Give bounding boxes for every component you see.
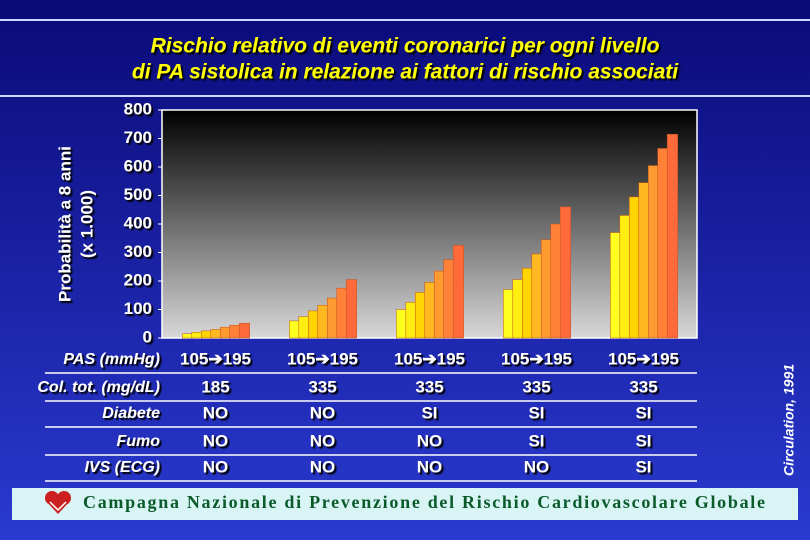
bar xyxy=(666,133,678,339)
y-tick-label: 100 xyxy=(124,299,152,318)
bar xyxy=(540,239,552,339)
cell: NO xyxy=(417,431,443,450)
bar xyxy=(550,223,562,339)
row-label: Fumo xyxy=(116,433,160,450)
cell: NO xyxy=(310,457,336,476)
y-ticks: 0 100 200 300 400 500 600 700 800 xyxy=(124,99,152,346)
bar xyxy=(298,316,310,339)
bar xyxy=(424,282,436,339)
bar xyxy=(219,326,231,339)
title: Rischio relativo di eventi coronarici pe… xyxy=(151,35,660,58)
y-tick-label: 500 xyxy=(124,185,152,204)
bar xyxy=(657,148,669,339)
cell: SI xyxy=(528,431,544,450)
bar xyxy=(317,304,329,339)
bar xyxy=(229,324,241,339)
bar xyxy=(647,165,659,339)
cell: 105➔195 xyxy=(180,349,251,368)
bar xyxy=(289,320,301,339)
footer-text: Campagna Nazionale di Prevenzione del Ri… xyxy=(83,492,765,512)
bar xyxy=(638,182,650,339)
y-tick-label: 700 xyxy=(124,128,152,147)
bar xyxy=(559,206,571,339)
cell: NO xyxy=(203,431,229,450)
cell: 105➔195 xyxy=(608,349,679,368)
bar xyxy=(191,332,203,339)
bar xyxy=(503,289,515,339)
row-label: Diabete xyxy=(102,405,160,422)
bar xyxy=(531,253,543,339)
bar xyxy=(210,329,222,339)
bar xyxy=(336,287,348,339)
y-tick-label: 400 xyxy=(124,213,152,232)
title: di PA sistolica in relazione ai fattori … xyxy=(132,61,679,84)
y-tick-label: 600 xyxy=(124,156,152,175)
cell: 185 xyxy=(201,377,229,396)
cell: NO xyxy=(310,403,336,422)
logo xyxy=(45,491,71,514)
bar xyxy=(452,245,464,339)
bar xyxy=(443,259,455,339)
cell: NO xyxy=(203,403,229,422)
bar xyxy=(619,215,631,339)
table: PAS (mmHg) 105➔195 105➔195 105➔195 105➔195 10… xyxy=(37,349,679,476)
cell: 105➔195 xyxy=(287,349,358,368)
bar xyxy=(396,309,408,339)
cell: 335 xyxy=(629,377,657,396)
y-tick-label: 800 xyxy=(124,99,152,118)
cell: SI xyxy=(635,403,651,422)
cell: SI xyxy=(635,457,651,476)
bar xyxy=(238,322,250,339)
cell: SI xyxy=(528,403,544,422)
bar xyxy=(345,279,357,339)
row-label: PAS (mmHg) xyxy=(63,351,160,368)
bar xyxy=(182,333,194,339)
bar xyxy=(629,196,641,339)
cell: 335 xyxy=(522,377,550,396)
cell: 105➔195 xyxy=(394,349,465,368)
source: Circulation, 1991 xyxy=(781,364,797,476)
y-axis-label: Probabilità a 8 anni xyxy=(55,146,74,302)
cell: NO xyxy=(524,457,550,476)
footer-band xyxy=(12,488,798,520)
bar xyxy=(522,267,534,339)
bar xyxy=(405,302,417,339)
cell: NO xyxy=(203,457,229,476)
bar xyxy=(433,270,445,339)
bar xyxy=(415,292,427,339)
y-axis-label: (x 1.000) xyxy=(77,190,96,258)
row-label: Col. tot. (mg/dL) xyxy=(37,379,160,396)
cell: NO xyxy=(417,457,443,476)
cell: NO xyxy=(310,431,336,450)
bar xyxy=(512,279,524,339)
cell: 335 xyxy=(415,377,443,396)
row-label: IVS (ECG) xyxy=(84,459,160,476)
bar xyxy=(201,330,213,339)
bar xyxy=(326,297,338,339)
y-tick-label: 300 xyxy=(124,242,152,261)
cell: SI xyxy=(421,403,437,422)
cell: SI xyxy=(635,431,651,450)
bar xyxy=(308,310,320,339)
y-tick-label: 200 xyxy=(124,270,152,289)
cell: 335 xyxy=(308,377,336,396)
bar xyxy=(610,232,622,339)
y-tick-label: 0 xyxy=(143,327,152,346)
cell: 105➔195 xyxy=(501,349,572,368)
